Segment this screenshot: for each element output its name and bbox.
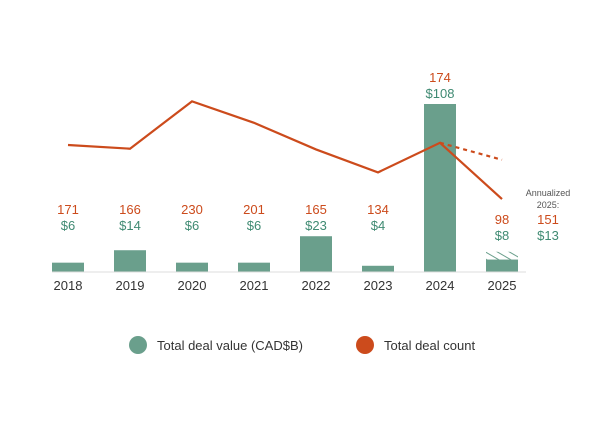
- annualized-value-label: $13: [537, 228, 559, 243]
- bar-annualized-hatch: [486, 251, 518, 260]
- count-label-2018: 171: [57, 202, 79, 217]
- deal-count-line: [67, 100, 503, 200]
- bar-2019: [114, 250, 146, 272]
- bar-2023: [362, 265, 394, 272]
- x-tick-2022: 2022: [302, 278, 331, 293]
- legend-label-count: Total deal count: [384, 338, 475, 353]
- value-label-2023: $4: [371, 218, 385, 233]
- value-label-2018: $6: [61, 218, 75, 233]
- annualized-count-line: [439, 141, 503, 161]
- legend-label-value: Total deal value (CAD$B): [157, 338, 303, 353]
- x-tick-2023: 2023: [364, 278, 393, 293]
- value-label-2025: $8: [495, 228, 509, 243]
- count-label-2019: 166: [119, 202, 141, 217]
- x-tick-2019: 2019: [116, 278, 145, 293]
- bar-2018: [52, 262, 84, 272]
- count-label-2020: 230: [181, 202, 203, 217]
- count-label-2021: 201: [243, 202, 265, 217]
- count-label-2024: 174: [429, 70, 451, 85]
- x-tick-2025: 2025: [488, 278, 517, 293]
- value-label-2020: $6: [185, 218, 199, 233]
- count-label-2022: 165: [305, 202, 327, 217]
- bar-2024: [424, 104, 456, 272]
- value-label-2024: $108: [426, 86, 455, 101]
- annualized-title-2: 2025:: [537, 200, 560, 210]
- value-label-2021: $6: [247, 218, 261, 233]
- bar-2025: [486, 259, 518, 272]
- x-tick-2021: 2021: [240, 278, 269, 293]
- annualized-count-label: 151: [537, 212, 559, 227]
- x-tick-2024: 2024: [426, 278, 455, 293]
- bar-2022: [300, 236, 332, 272]
- legend-marker-value: [129, 336, 147, 354]
- bar-2021: [238, 262, 270, 272]
- count-label-2025: 98: [495, 212, 509, 227]
- x-tick-2020: 2020: [178, 278, 207, 293]
- count-label-2023: 134: [367, 202, 389, 217]
- legend: Total deal value (CAD$B) Total deal coun…: [129, 336, 475, 354]
- x-tick-2018: 2018: [54, 278, 83, 293]
- annualized-title-1: Annualized: [526, 188, 571, 198]
- value-label-2019: $14: [119, 218, 141, 233]
- legend-marker-count: [356, 336, 374, 354]
- value-label-2022: $23: [305, 218, 327, 233]
- bar-2020: [176, 262, 208, 272]
